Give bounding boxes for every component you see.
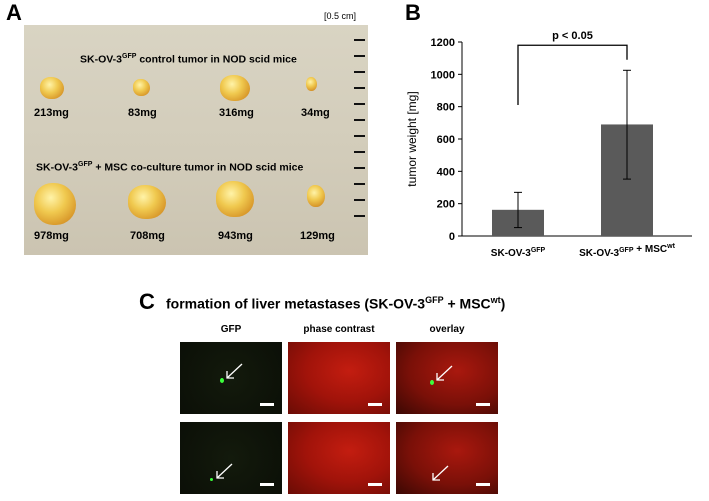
column-header-gfp: GFP [220, 324, 242, 335]
arrow-icon [436, 365, 453, 381]
scale-bar [476, 483, 490, 486]
tumor-weight-chart: 0 200 400 600 800 1000 1200 tumor weight [mg] SK… [405, 30, 692, 259]
arrow-icon [226, 363, 243, 379]
tumor-coculture-1 [34, 183, 76, 225]
scale-label: [0.5 cm] [324, 11, 357, 21]
micrograph-phase-1 [288, 342, 390, 414]
y-tick-label: 0 [449, 231, 455, 243]
coculture-mass-1: 978mg [34, 230, 69, 242]
coculture-mass-2: 708mg [130, 230, 165, 242]
micrograph-overlay-2 [396, 422, 498, 494]
x-category-label: SK-OV-3GFP + MSCwt [579, 243, 675, 259]
tumor-control-4 [306, 77, 317, 91]
panel-a-letter: A [6, 0, 22, 25]
tumor-coculture-3 [216, 181, 254, 217]
control-mass-1: 213mg [34, 107, 69, 119]
control-mass-3: 316mg [219, 107, 254, 119]
panel-c-letter: C [139, 289, 155, 314]
tumor-photograph: SK-OV-3GFP control tumor in NOD scid mic… [24, 25, 368, 255]
y-tick-label: 200 [437, 199, 455, 211]
micrograph-phase-2 [288, 422, 390, 494]
tumor-coculture-4 [307, 185, 325, 207]
arrow-icon [216, 463, 233, 479]
arrow-icon [432, 465, 449, 481]
significance-label: p < 0.05 [552, 30, 593, 42]
y-tick-label: 1000 [431, 69, 455, 81]
tumor-control-2 [133, 79, 150, 96]
coculture-tumor-title: SK-OV-3GFP + MSC co-culture tumor in NOD… [36, 161, 304, 174]
tumor-control-3 [220, 75, 250, 101]
scale-bar [260, 403, 274, 406]
y-tick-label: 800 [437, 102, 455, 114]
x-category-label: SK-OV-3GFP [491, 247, 546, 259]
y-tick-label: 400 [437, 166, 455, 178]
column-header-overlay: overlay [429, 324, 465, 335]
scale-bar [368, 483, 382, 486]
y-axis-label: tumor weight [mg] [405, 91, 419, 186]
panel-c-title: formation of liver metastases (SK-OV-3GF… [166, 295, 506, 312]
y-tick-label: 1200 [431, 37, 455, 49]
metastasis-signal [210, 478, 213, 481]
control-mass-4: 34mg [301, 107, 330, 119]
micrograph-overlay-1 [396, 342, 498, 414]
scale-bar [260, 483, 274, 486]
coculture-mass-3: 943mg [218, 230, 253, 242]
tumor-control-1 [40, 77, 64, 99]
control-tumor-title: SK-OV-3GFP control tumor in NOD scid mic… [80, 53, 297, 66]
scale-bar [368, 403, 382, 406]
significance-bracket [517, 44, 628, 106]
metastasis-signal [430, 380, 434, 385]
micrograph-gfp-2 [180, 422, 282, 494]
micrograph-gfp-1 [180, 342, 282, 414]
y-tick-label: 600 [437, 134, 455, 146]
scale-bar [476, 403, 490, 406]
control-mass-2: 83mg [128, 107, 157, 119]
tumor-coculture-2 [128, 185, 166, 219]
coculture-mass-4: 129mg [300, 230, 335, 242]
column-header-phase-contrast: phase contrast [303, 324, 375, 335]
metastasis-signal [220, 378, 224, 383]
panel-b-letter: B [405, 0, 421, 25]
